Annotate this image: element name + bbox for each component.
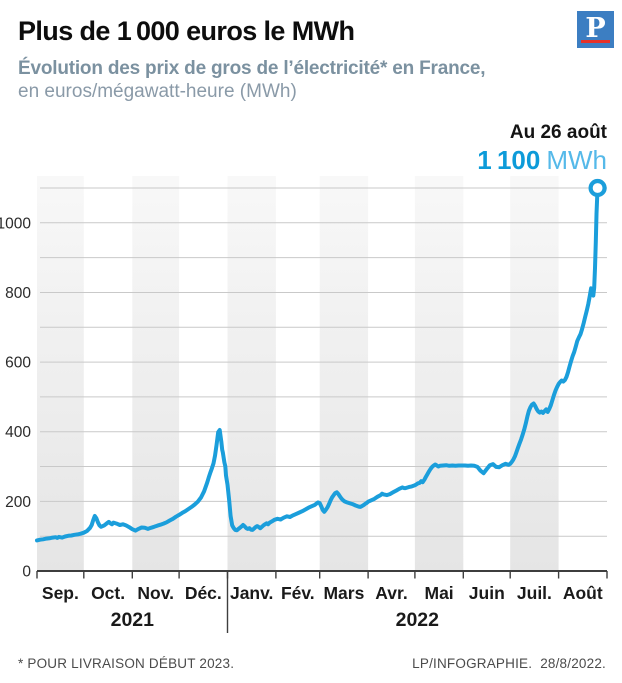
month-label: Juil. — [517, 583, 552, 603]
month-label: Nov. — [137, 583, 174, 603]
month-band — [319, 176, 369, 571]
annotation-value-line: 1 100 MWh — [477, 146, 607, 174]
month-label: Avr. — [375, 583, 407, 603]
page-title: Plus de 1 000 euros le MWh — [18, 16, 355, 46]
month-band — [414, 176, 464, 571]
chart-subtitle: Évolution des prix de gros de l’électric… — [18, 58, 486, 79]
gridlines — [40, 187, 607, 537]
y-axis-labels: 0 200 400 600 800 1000 — [0, 215, 31, 580]
month-label: Août — [563, 583, 603, 603]
y-tick-label: 800 — [5, 285, 31, 302]
chart-subtitle-unit: en euros/mégawatt-heure (MWh) — [18, 81, 297, 102]
annotation-unit: MWh — [546, 145, 607, 175]
month-label: Sep. — [42, 583, 79, 603]
month-label: Juin — [469, 583, 505, 603]
month-band — [132, 176, 180, 571]
footnote: * POUR LIVRAISON DÉBUT 2023. — [18, 656, 235, 671]
logo-red-bar — [581, 40, 610, 43]
y-tick-label: 1000 — [0, 215, 31, 232]
year-label: 2022 — [396, 609, 440, 631]
annotation-date: Au 26 août — [509, 122, 607, 143]
y-tick-label: 200 — [5, 494, 31, 511]
credit-line: LP/INFOGRAPHIE. 28/8/2022. — [412, 656, 606, 671]
credit-source: LP/INFOGRAPHIE. — [412, 656, 533, 671]
month-band — [37, 176, 84, 571]
credit-date: 28/8/2022. — [540, 656, 606, 671]
price-line — [35, 186, 600, 543]
month-label: Mai — [425, 583, 454, 603]
month-label: Mars — [323, 583, 364, 603]
price-line-group — [35, 178, 607, 543]
month-label: Janv. — [230, 583, 273, 603]
y-tick-label: 600 — [5, 355, 31, 372]
year-label: 2021 — [111, 609, 155, 631]
month-label: Oct. — [91, 583, 125, 603]
x-axis-labels: Sep. Oct. Nov. Déc. Janv. Fév. Mars Avr. Mai Juin… — [42, 583, 603, 631]
x-axis — [36, 570, 608, 633]
logo-letter: P — [585, 13, 606, 44]
month-label: Fév. — [281, 583, 315, 603]
month-band — [510, 176, 559, 571]
le-parisien-logo: P — [577, 11, 614, 48]
end-marker — [588, 178, 607, 198]
month-band — [227, 176, 276, 571]
month-label: Déc. — [185, 583, 222, 603]
annotation-value: 1 100 — [477, 145, 541, 175]
end-point-annotation: Au 26 août 1 100 MWh — [477, 122, 607, 174]
y-tick-label: 0 — [22, 564, 31, 581]
y-tick-label: 400 — [5, 424, 31, 441]
